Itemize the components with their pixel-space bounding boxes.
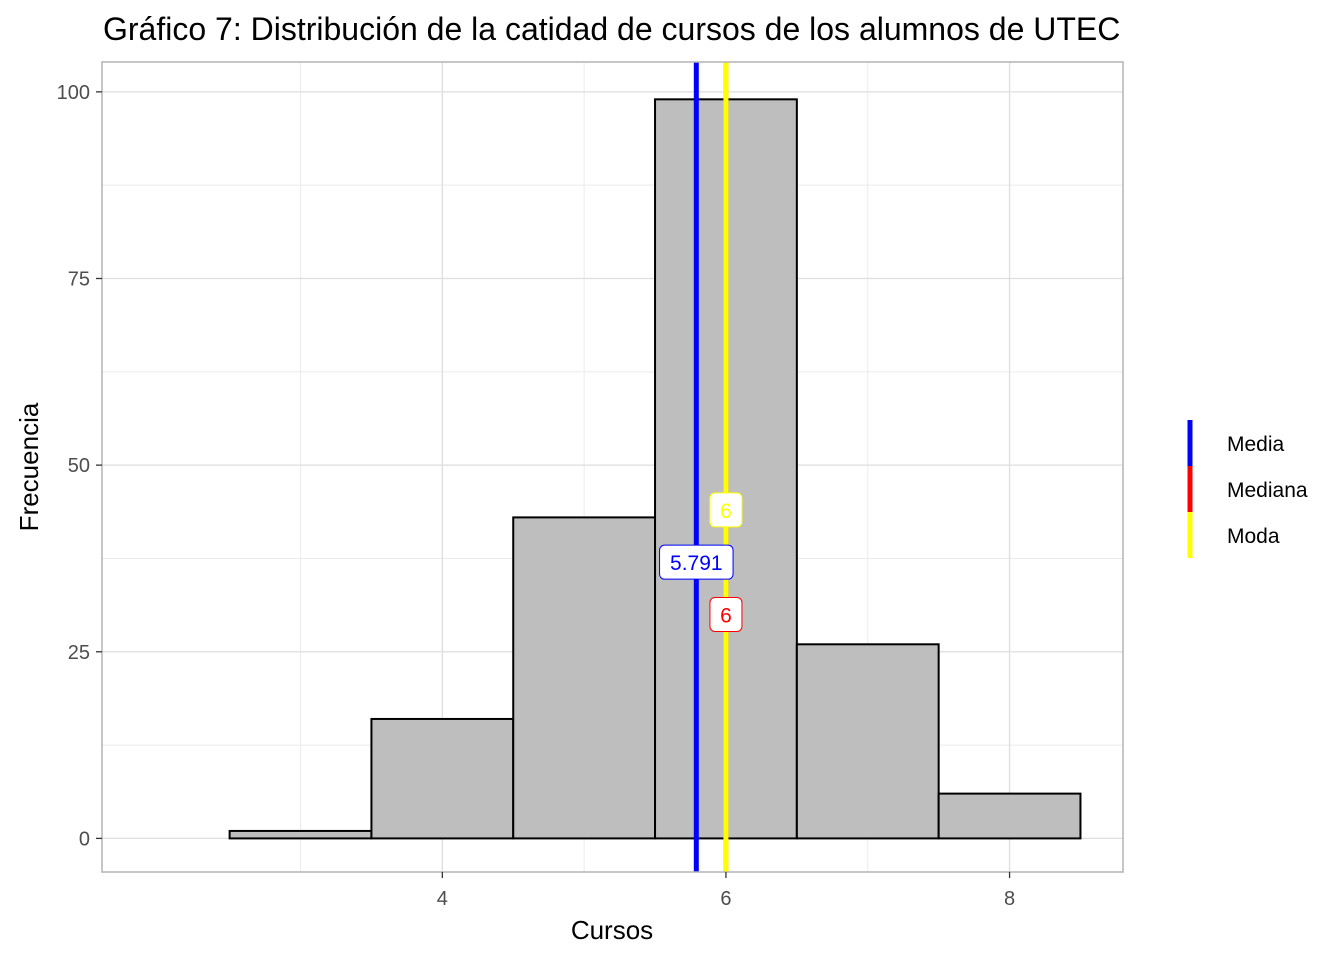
reference-label-mediana: 6 [720,604,732,627]
reference-label-moda: 6 [720,500,732,523]
histogram-bars [228,98,1082,840]
y-tick-label: 25 [68,642,90,664]
x-tick-label: 4 [437,888,448,910]
panel-border [101,61,1124,873]
histogram-bar [512,516,657,840]
y-axis-title: Frecuencia [14,402,44,531]
y-tick-label: 100 [57,82,90,104]
histogram-bar [795,643,940,840]
y-axis-ticks: 0 25 50 75 100 [57,82,102,850]
x-tick-label: 6 [720,888,731,910]
x-axis-title: Cursos [571,915,653,945]
y-tick-label: 75 [68,268,90,290]
histogram-bar [937,792,1082,840]
reference-labels: 5.791 6 6 [659,492,743,632]
x-tick-label: 8 [1004,888,1015,910]
histogram-bar [228,829,373,840]
legend-label-mediana: Mediana [1227,479,1308,502]
reference-label-media: 5.791 [670,552,723,575]
reference-label-box-mediana [709,596,743,632]
legend-label-moda: Moda [1227,525,1280,548]
reference-label-box-moda [709,492,743,528]
y-tick-label: 50 [68,455,90,477]
y-tick-label: 0 [79,828,90,850]
chart-title: Gráfico 7: Distribución de la catidad de… [103,11,1120,47]
histogram-bar [370,717,515,840]
reference-label-box-media [659,544,734,580]
reference-lines [693,62,729,872]
legend-label-media: Media [1227,433,1285,456]
x-axis-ticks: 4 6 8 [437,872,1015,910]
legend: Media Mediana Moda [1187,420,1308,558]
